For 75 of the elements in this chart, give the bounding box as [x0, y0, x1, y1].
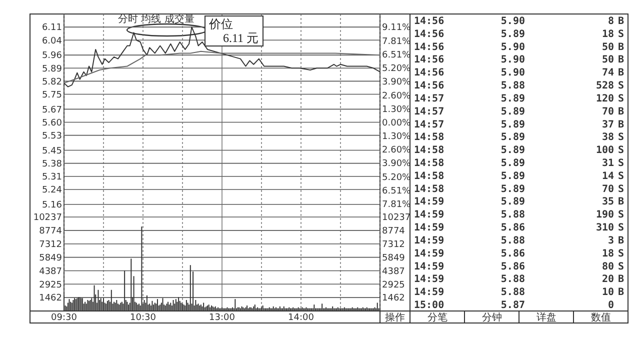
y-tick-label: 8774 — [39, 226, 62, 237]
text: 14:57 5.89 120 S — [414, 93, 624, 104]
y2-tick-label: 7.81% — [382, 200, 412, 210]
text: 14:58 5.89 70 S — [414, 184, 624, 195]
y-tick-label: 5.60 — [42, 118, 62, 128]
y2-tick-label: 2.60% — [382, 146, 412, 156]
text: 14:57 5.89 70 B — [414, 106, 624, 118]
x-tick-label: 10:30 — [130, 313, 156, 323]
category-label: 分笔 — [427, 312, 448, 324]
y-tick-label: 5.16 — [42, 200, 62, 211]
y-tick-label: 5.89 — [42, 64, 62, 74]
y2-tick-label: 6.51% — [382, 50, 412, 60]
y2-tick-label: 8774 — [382, 226, 406, 237]
y-tick-label: 6.04 — [42, 36, 62, 46]
text: 14:59 5.86 80 S — [414, 261, 624, 272]
y-tick-label: 5.96 — [42, 51, 62, 62]
text: 14:59 5.88 190 S — [414, 210, 624, 221]
y-tick-label: 5.67 — [42, 105, 62, 116]
category-label: 分钟 — [482, 312, 502, 324]
y2-tick-label: 0.00% — [382, 118, 412, 128]
y2-tick-label: 7312 — [382, 240, 405, 250]
y2-tick-label: 5.20% — [382, 172, 412, 183]
y-tick-label: 1462 — [39, 294, 62, 304]
y2-tick-label: 1.30% — [382, 104, 412, 115]
y-tick-label: 5.38 — [42, 159, 62, 170]
text: 14:58 5.89 31 S — [414, 158, 624, 169]
y2-tick-label: 4387 — [382, 266, 405, 277]
y-tick-label: 2925 — [39, 280, 62, 290]
category-label: 详盘 — [536, 312, 556, 324]
y2-tick-label: 7.81% — [382, 36, 412, 47]
y2-tick-label: 2.60% — [382, 91, 412, 102]
text: 14:56 5.90 74 B — [414, 68, 624, 79]
category-label: 数值 — [590, 312, 611, 324]
text: 14:56 5.89 18 S — [414, 28, 624, 40]
y-tick-label: 4387 — [39, 266, 62, 277]
text: 14:57 5.89 37 B — [414, 119, 624, 130]
text: 14:56 5.90 50 B — [414, 42, 624, 53]
text: 14:58 5.89 100 S — [414, 145, 624, 156]
text: 14:59 5.89 35 B — [414, 196, 624, 208]
text: 14:59 5.86 310 S — [414, 222, 624, 234]
annotation: 价位 6.11 元 — [208, 17, 259, 45]
text: 14:58 5.89 38 S — [414, 132, 624, 144]
text: 14:58 5.89 14 S — [414, 170, 624, 182]
y2-tick-label: 6.51% — [382, 186, 412, 196]
x-tick-label: 13:00 — [209, 313, 236, 323]
text: 14:59 5.88 3 B — [414, 235, 624, 246]
y2-tick-label: 2925 — [382, 280, 405, 290]
y-tick-label: 5.82 — [42, 77, 62, 88]
x-tick-label: 14:00 — [288, 313, 314, 323]
y-tick-label: 5849 — [39, 253, 62, 264]
text: 14:59 5.88 20 B — [414, 274, 624, 286]
text: 14:56 5.88 528 S — [414, 80, 624, 92]
y-tick-label: 10237 — [33, 213, 62, 224]
y2-tick-label: 10237 — [382, 213, 411, 224]
y-tick-label: 5.75 — [42, 90, 62, 100]
y-tick-label: 5.45 — [42, 146, 62, 156]
y-tick-label: 7312 — [39, 240, 62, 250]
y-tick-label: 5.31 — [42, 172, 62, 183]
text: 14:59 5.88 10 B — [414, 287, 624, 298]
y-tick-label: 5.24 — [42, 186, 62, 196]
y-tick-label: 6.11 — [42, 23, 62, 34]
y-tick-label: 5.53 — [42, 131, 62, 142]
text: 15:00 5.87 0 — [414, 300, 614, 312]
text: 14:56 5.90 50 B — [414, 54, 624, 66]
text: 14:56 5.90 8 B — [414, 16, 624, 27]
y2-tick-label: 3.90% — [382, 159, 412, 170]
y2-tick-label: 3.90% — [382, 78, 412, 88]
y2-tick-label: 9.11% — [382, 23, 412, 34]
y2-tick-label: 5849 — [382, 253, 406, 264]
text: 14:59 5.86 18 S — [414, 248, 624, 260]
x-tick-label: 09:30 — [51, 313, 78, 323]
y2-tick-label: 5.20% — [382, 64, 412, 74]
category-label: 操作 — [385, 312, 405, 324]
y2-tick-label: 1.30% — [382, 132, 412, 142]
y2-tick-label: 1462 — [382, 294, 405, 304]
